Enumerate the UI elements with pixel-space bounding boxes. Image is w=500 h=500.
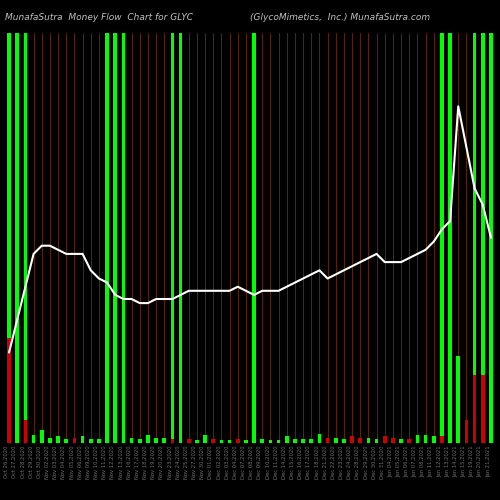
Bar [105, 32, 109, 443]
Bar [424, 435, 428, 442]
Bar [236, 439, 240, 442]
Bar [432, 436, 436, 442]
Bar [285, 436, 288, 442]
Bar [220, 440, 224, 442]
Bar [114, 32, 117, 443]
Bar [350, 436, 354, 442]
Bar [456, 356, 460, 442]
Bar [472, 32, 476, 443]
Bar [481, 32, 484, 443]
Bar [122, 32, 126, 443]
Bar [326, 438, 330, 442]
Bar [170, 32, 174, 443]
Bar [416, 435, 420, 442]
Bar [154, 438, 158, 442]
Bar [334, 438, 338, 442]
Bar [97, 439, 101, 442]
Bar [195, 440, 199, 442]
Bar [358, 438, 362, 442]
Bar [178, 435, 182, 442]
Bar [318, 434, 322, 442]
Bar [310, 439, 313, 442]
Bar [64, 439, 68, 442]
Bar [440, 436, 444, 442]
Bar [440, 32, 444, 443]
Bar [187, 439, 190, 442]
Bar [138, 439, 141, 442]
Text: (GlycoMimetics,  Inc.) MunafaSutra.com: (GlycoMimetics, Inc.) MunafaSutra.com [250, 12, 430, 22]
Bar [48, 438, 52, 442]
Bar [481, 375, 484, 442]
Bar [162, 438, 166, 442]
Bar [383, 436, 386, 442]
Bar [130, 438, 134, 442]
Bar [342, 439, 346, 442]
Bar [122, 439, 126, 442]
Bar [252, 32, 256, 443]
Bar [472, 375, 476, 442]
Bar [489, 32, 493, 443]
Bar [80, 436, 84, 442]
Bar [448, 32, 452, 443]
Bar [7, 32, 11, 443]
Bar [212, 439, 215, 442]
Bar [178, 32, 182, 443]
Bar [105, 435, 109, 442]
Bar [276, 440, 280, 442]
Bar [32, 435, 36, 442]
Bar [391, 438, 395, 442]
Bar [170, 439, 174, 442]
Bar [146, 435, 150, 442]
Bar [399, 439, 403, 442]
Bar [16, 32, 19, 443]
Bar [293, 439, 297, 442]
Bar [7, 338, 11, 442]
Bar [24, 32, 28, 443]
Bar [301, 439, 305, 442]
Bar [464, 420, 468, 442]
Bar [448, 420, 452, 442]
Bar [203, 435, 207, 442]
Bar [366, 438, 370, 442]
Bar [244, 440, 248, 442]
Bar [408, 439, 411, 442]
Bar [114, 439, 117, 442]
Bar [374, 439, 378, 442]
Bar [252, 440, 256, 442]
Bar [268, 440, 272, 442]
Bar [89, 439, 92, 442]
Bar [489, 426, 493, 442]
Bar [228, 440, 232, 442]
Bar [24, 420, 28, 442]
Text: MunafaSutra  Money Flow  Chart for GLYC: MunafaSutra Money Flow Chart for GLYC [5, 12, 193, 22]
Bar [56, 436, 60, 442]
Bar [40, 430, 43, 442]
Bar [260, 439, 264, 442]
Bar [16, 430, 19, 442]
Bar [72, 438, 76, 442]
